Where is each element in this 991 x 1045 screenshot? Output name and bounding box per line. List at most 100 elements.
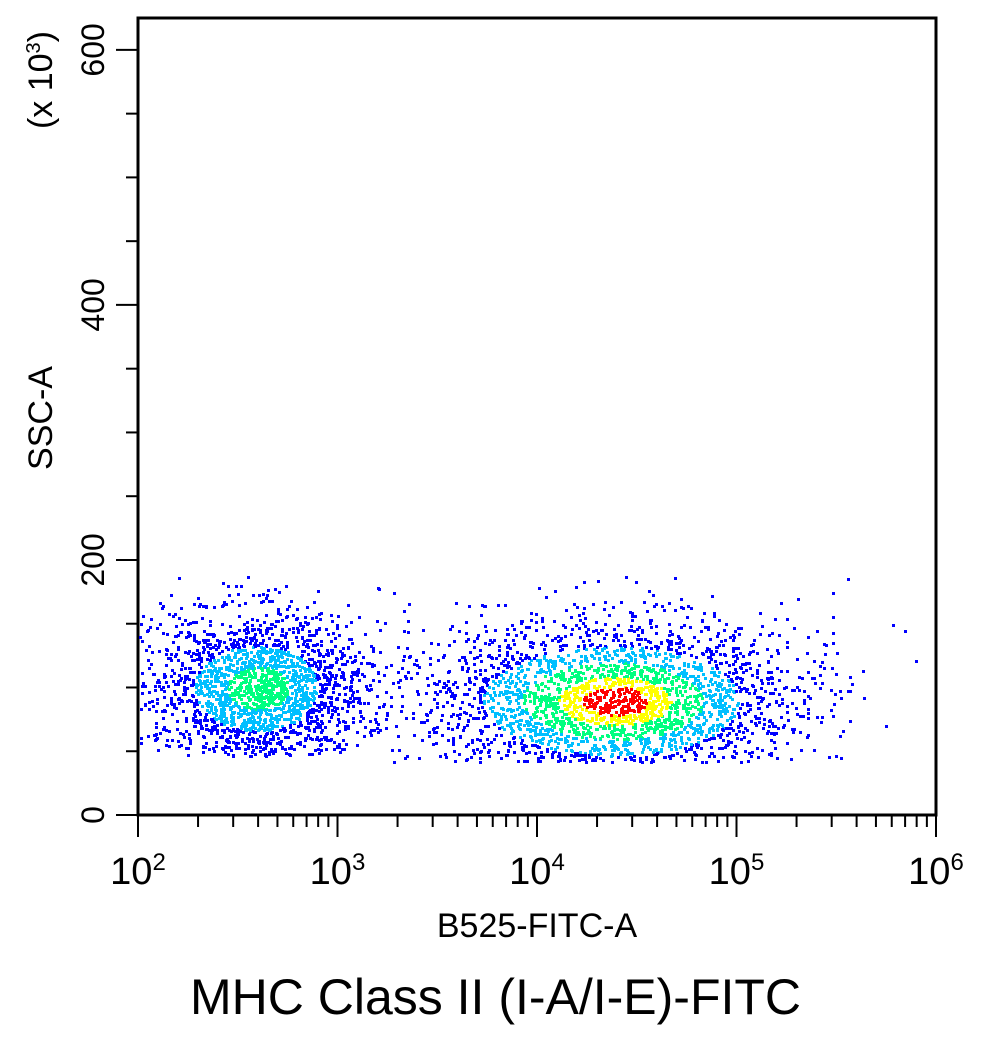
event-dot — [471, 741, 474, 744]
event-dot — [592, 758, 595, 761]
event-dot — [422, 651, 425, 654]
event-dot — [274, 625, 277, 628]
event-dot — [192, 652, 195, 655]
event-dot — [314, 644, 317, 647]
event-dot — [418, 757, 421, 760]
event-dot — [238, 675, 241, 678]
event-dot — [269, 678, 272, 681]
event-dot — [768, 720, 771, 723]
event-dot — [582, 731, 585, 734]
event-dot — [484, 625, 487, 628]
event-dot — [291, 731, 294, 734]
event-dot — [645, 711, 648, 714]
event-dot — [550, 739, 553, 742]
event-dot — [276, 725, 279, 728]
event-dot — [169, 657, 172, 660]
x-tick-label: 102 — [110, 849, 166, 893]
event-dot — [239, 638, 242, 641]
event-dot — [612, 606, 615, 609]
event-dot — [536, 696, 539, 699]
event-dot — [327, 652, 330, 655]
event-dot — [225, 700, 228, 703]
event-dot — [318, 628, 321, 631]
event-dot — [287, 696, 290, 699]
event-dot — [206, 709, 209, 712]
event-dot — [204, 685, 207, 688]
event-dot — [316, 718, 319, 721]
event-dot — [612, 714, 615, 717]
event-dot — [565, 687, 568, 690]
event-dot — [252, 725, 255, 728]
event-dot — [570, 665, 573, 668]
event-dot — [554, 664, 557, 667]
event-dot — [350, 680, 353, 683]
event-dot — [290, 713, 293, 716]
event-dot — [303, 640, 306, 643]
event-dot — [266, 669, 269, 672]
event-dot — [632, 695, 635, 698]
event-dot — [245, 640, 248, 643]
event-dot — [585, 737, 588, 740]
event-dot — [271, 633, 274, 636]
event-dot — [483, 605, 486, 608]
event-dot — [280, 690, 283, 693]
event-dot — [233, 639, 236, 642]
event-dot — [651, 669, 654, 672]
event-dot — [721, 699, 724, 702]
event-dot — [170, 653, 173, 656]
event-dot — [162, 728, 165, 731]
event-dot — [321, 686, 324, 689]
event-dot — [639, 673, 642, 676]
event-dot — [668, 693, 671, 696]
event-dot — [634, 696, 637, 699]
event-dot — [720, 715, 723, 718]
event-dot — [639, 734, 642, 737]
event-dot — [685, 672, 688, 675]
event-dot — [535, 715, 538, 718]
event-dot — [150, 618, 153, 621]
event-dot — [562, 675, 565, 678]
event-dot — [702, 673, 705, 676]
event-dot — [229, 736, 232, 739]
event-dot — [210, 671, 213, 674]
event-dot — [694, 700, 697, 703]
event-dot — [245, 692, 248, 695]
event-dot — [253, 655, 256, 658]
event-dot — [237, 742, 240, 745]
event-dot — [675, 649, 678, 652]
event-dot — [756, 747, 759, 750]
event-dot — [620, 649, 623, 652]
event-dot — [465, 745, 468, 748]
event-dot — [575, 710, 578, 713]
event-dot — [469, 714, 472, 717]
event-dot — [708, 694, 711, 697]
event-dot — [662, 736, 665, 739]
event-dot — [287, 654, 290, 657]
event-dot — [233, 677, 236, 680]
event-dot — [650, 626, 653, 629]
event-dot — [572, 687, 575, 690]
event-dot — [279, 661, 282, 664]
event-dot — [302, 707, 305, 710]
event-dot — [316, 722, 319, 725]
event-dot — [689, 707, 692, 710]
event-dot — [661, 605, 664, 608]
event-dot — [643, 601, 646, 604]
event-dot — [915, 660, 918, 663]
event-dot — [165, 653, 168, 656]
event-dot — [585, 665, 588, 668]
event-dot — [668, 669, 671, 672]
event-dot — [509, 725, 512, 728]
event-dot — [183, 689, 186, 692]
event-dot — [647, 640, 650, 643]
event-dot — [661, 744, 664, 747]
event-dot — [842, 730, 845, 733]
event-dot — [706, 647, 709, 650]
event-dot — [206, 684, 209, 687]
event-dot — [512, 639, 515, 642]
event-dot — [588, 702, 591, 705]
event-dot — [291, 704, 294, 707]
event-dot — [311, 658, 314, 661]
event-dot — [371, 665, 374, 668]
event-dot — [242, 673, 245, 676]
